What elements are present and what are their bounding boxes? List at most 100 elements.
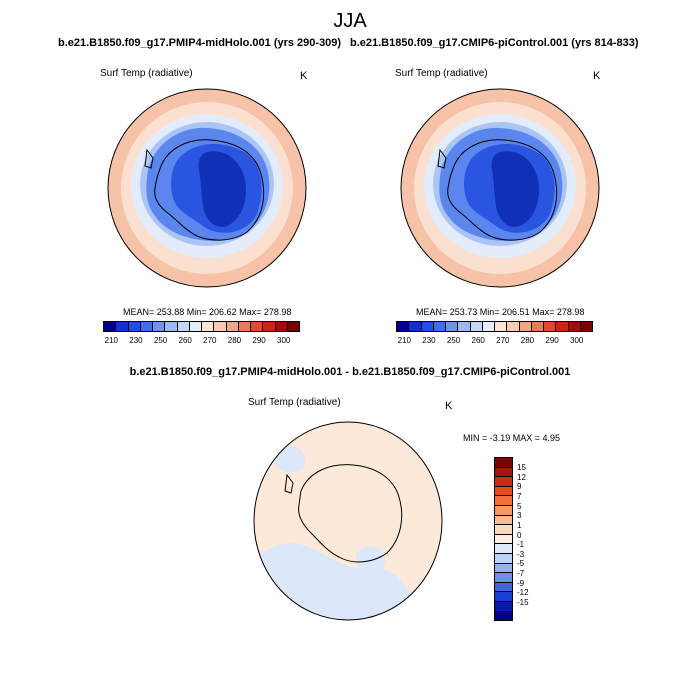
- colorbar-box-3: [433, 322, 446, 331]
- colorbar-tick-label: 5: [517, 501, 522, 511]
- colorbar-tick-label: -3: [517, 549, 525, 559]
- colorbar-box-4: [446, 322, 459, 331]
- colorbar-tick-label: 210: [104, 336, 118, 345]
- diff-variable-label: Surf Temp (radiative): [248, 397, 341, 408]
- main-title: JJA: [333, 10, 367, 32]
- colorbar-box-12: [495, 573, 512, 583]
- map-boundary: [400, 88, 600, 288]
- diff-polar-map: [253, 421, 443, 621]
- colorbar-box-13: [556, 322, 569, 331]
- colorbar-tick-label: 250: [153, 336, 168, 345]
- diff-cool-patch-e: [355, 546, 386, 574]
- colorbar-box-10: [495, 553, 512, 564]
- colorbar-tick-label: 0: [517, 530, 522, 540]
- colorbar-tick-label: 300: [277, 336, 291, 345]
- map-ice-core: [491, 151, 540, 227]
- colorbar-tick-label: 3: [517, 511, 522, 521]
- panel-1-units: K: [300, 70, 308, 82]
- panel-1-colorbar-boxes: [103, 321, 300, 332]
- colorbar-box-2: [495, 477, 512, 487]
- panel-2-colorbar: 210 230 250 260 270 280 290 300: [396, 321, 593, 345]
- diff-stats: MIN = -3.19 MAX = 4.95: [463, 433, 561, 443]
- colorbar-box-7: [482, 322, 495, 331]
- colorbar-box-13: [263, 322, 276, 331]
- colorbar-box-4: [495, 496, 512, 506]
- colorbar-tick-label: 250: [446, 336, 461, 345]
- colorbar-box-11: [531, 322, 544, 331]
- colorbar-box-14: [495, 592, 512, 602]
- colorbar-box-6: [470, 322, 483, 331]
- colorbar-tick-label: 280: [520, 336, 535, 345]
- panel-1-stats: MEAN= 253.88 Min= 206.62 Max= 278.98: [123, 307, 292, 317]
- colorbar-tick-label: -7: [517, 569, 525, 579]
- colorbar-box-1: [116, 322, 129, 331]
- colorbar-box-8: [495, 322, 508, 331]
- colorbar-tick-label: 12: [517, 472, 526, 482]
- colorbar-tick-label: 260: [471, 336, 485, 345]
- panel-1-polar-map: [107, 88, 307, 288]
- colorbar-tick-label: 290: [545, 336, 559, 345]
- colorbar-box-9: [214, 322, 227, 331]
- panel-1-colorbar: 210 230 250 260 270 280 290 300: [103, 321, 300, 345]
- colorbar-tick-label: -1: [517, 540, 525, 550]
- colorbar-box-15: [287, 322, 299, 331]
- colorbar-box-2: [421, 322, 434, 331]
- colorbar-box-9: [495, 544, 512, 554]
- colorbar-tick-label: 9: [517, 482, 522, 492]
- colorbar-tick-label: -5: [517, 559, 525, 569]
- antarctic-coastline: [144, 139, 265, 241]
- colorbar-box-7: [189, 322, 202, 331]
- colorbar-box-5: [165, 322, 178, 331]
- panel-2-stats: MEAN= 253.73 Min= 206.51 Max= 278.98: [416, 307, 585, 317]
- colorbar-box-10: [519, 322, 532, 331]
- panel-2-colorbar-ticks: 210 230 250 260 270 280 290 300: [392, 336, 593, 345]
- colorbar-box-13: [495, 582, 512, 593]
- colorbar-box-5: [495, 505, 512, 516]
- colorbar-tick-label: -15: [517, 598, 529, 608]
- colorbar-box-0: [104, 322, 117, 331]
- colorbar-tick-label: 7: [517, 491, 522, 501]
- panel-2-colorbar-boxes: [396, 321, 593, 332]
- diff-map-boundary: [253, 421, 443, 621]
- panel-2-variable-label: Surf Temp (radiative): [395, 68, 488, 79]
- colorbar-tick-label: -12: [517, 588, 529, 598]
- colorbar-tick-label: 230: [422, 336, 436, 345]
- colorbar-box-10: [226, 322, 239, 331]
- map-ice-core: [198, 151, 247, 227]
- map-boundary: [107, 88, 307, 288]
- colorbar-box-12: [544, 322, 557, 331]
- colorbar-box-3: [495, 486, 512, 497]
- colorbar-box-0: [397, 322, 410, 331]
- colorbar-tick-label: 270: [203, 336, 217, 345]
- colorbar-box-15: [495, 601, 512, 612]
- diff-colorbar: [494, 457, 513, 621]
- colorbar-box-1: [409, 322, 422, 331]
- diff-run-title: b.e21.B1850.f09_g17.PMIP4-midHolo.001 - …: [129, 366, 571, 378]
- colorbar-box-8: [495, 534, 512, 545]
- colorbar-box-15: [580, 322, 592, 331]
- colorbar-box-11: [495, 563, 512, 574]
- colorbar-box-9: [507, 322, 520, 331]
- antarctic-coastline: [437, 139, 558, 241]
- colorbar-tick-label: 290: [252, 336, 266, 345]
- colorbar-box-11: [238, 322, 251, 331]
- colorbar-tick-label: 15: [517, 463, 526, 472]
- colorbar-tick-label: -9: [517, 578, 525, 588]
- panel-2-run-title: b.e21.B1850.f09_g17.CMIP6-piControl.001 …: [350, 37, 639, 49]
- diff-units: K: [445, 400, 453, 412]
- colorbar-box-7: [495, 525, 512, 535]
- colorbar-box-5: [458, 322, 471, 331]
- colorbar-tick-label: 270: [496, 336, 510, 345]
- colorbar-tick-label: 1: [517, 520, 522, 530]
- colorbar-box-1: [495, 467, 512, 478]
- colorbar-box-16: [495, 611, 512, 621]
- colorbar-box-2: [128, 322, 141, 331]
- panel-2-polar-map: [400, 88, 600, 288]
- colorbar-box-14: [568, 322, 581, 331]
- panel-2-units: K: [593, 70, 601, 82]
- colorbar-box-6: [495, 515, 512, 526]
- colorbar-tick-label: 260: [178, 336, 192, 345]
- panel-1-run-title: b.e21.B1850.f09_g17.PMIP4-midHolo.001 (y…: [58, 37, 342, 49]
- colorbar-box-0: [495, 458, 512, 468]
- colorbar-box-12: [251, 322, 264, 331]
